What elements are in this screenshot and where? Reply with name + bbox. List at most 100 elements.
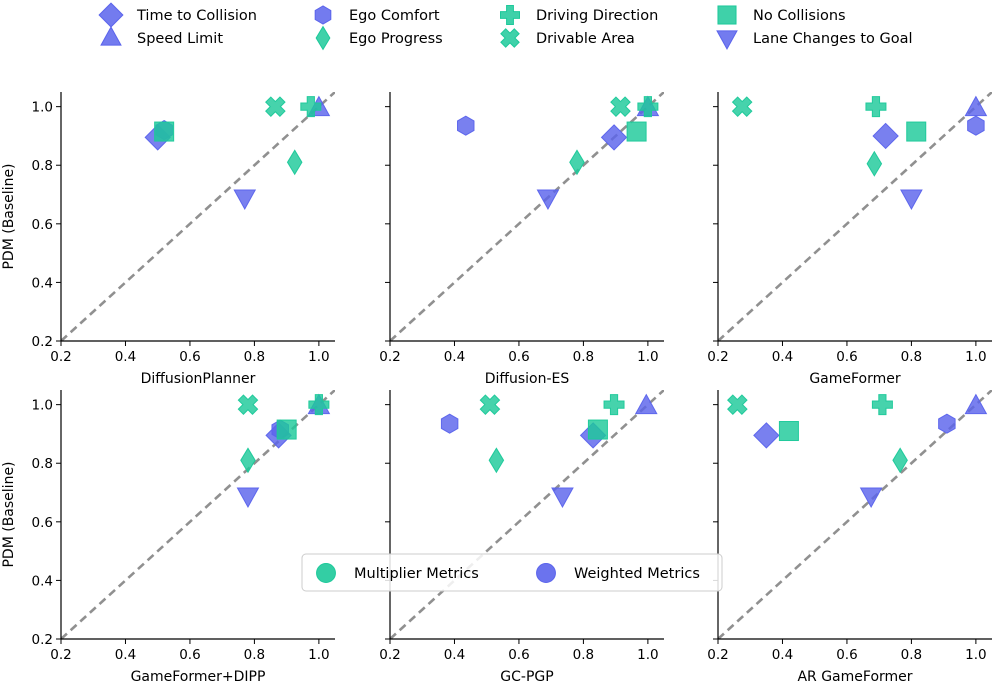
legend-item-no-collisions: No Collisions xyxy=(717,5,846,25)
point-driving-direction xyxy=(308,394,330,416)
panel-diffusion-es: 0.2 0.4 0.6 0.8 1.0 Diffusion-ES xyxy=(379,92,664,387)
y-tick-label: 0.6 xyxy=(32,217,53,233)
point-no-collisions xyxy=(778,421,799,442)
x-axis-title: GameFormer xyxy=(809,371,901,387)
point-ego-comfort xyxy=(440,413,459,434)
point-drivable-area xyxy=(727,394,748,415)
reference-line xyxy=(61,390,335,639)
point-time-to-collision xyxy=(753,422,780,449)
point-no-collisions xyxy=(906,121,927,142)
legend-item-time-to-collision: Time to Collision xyxy=(98,2,257,28)
x-tick-label: 0.6 xyxy=(179,349,200,365)
points xyxy=(236,393,331,508)
point-time-to-collision xyxy=(600,124,628,151)
legend-marker-time-to-collision xyxy=(98,2,124,28)
legend-label-driving-direction: Driving Direction xyxy=(536,8,658,24)
x-tick-label: 0.8 xyxy=(573,647,594,663)
x-tick-label: 0.6 xyxy=(836,349,857,365)
legend-marker-drivable-area xyxy=(500,28,520,48)
point-lane-changes-to-goal xyxy=(900,189,923,210)
point-driving-direction xyxy=(300,96,322,118)
x-tick-label: 0.8 xyxy=(573,349,594,365)
panel-ar-gameformer: 0.2 0.4 0.6 0.8 1.0 AR GameFormer xyxy=(707,390,992,685)
y-tick-label: 0.4 xyxy=(32,275,53,291)
point-ego-comfort xyxy=(938,413,956,434)
y-tick-label: 0.2 xyxy=(32,334,53,350)
legend-label-ego-comfort: Ego Comfort xyxy=(349,8,440,24)
x-axis-title: DiffusionPlanner xyxy=(141,371,256,387)
points xyxy=(144,95,331,210)
legend-label-no-collisions: No Collisions xyxy=(753,8,846,24)
panel-diffusionplanner: 0.20.2 0.4 0.4 0.6 0.6 0.8 0.8 1.0 1.0 DiffusionP… xyxy=(1,92,335,387)
legend-item-speed-limit: Speed Limit xyxy=(100,26,223,47)
legend-label-lane-changes-to-goal: Lane Changes to Goal xyxy=(753,31,913,47)
x-tick-label: 0.6 xyxy=(508,349,529,365)
x-tick-label: 1.0 xyxy=(637,349,658,365)
group-legend-label-weighted-metrics: Weighted Metrics xyxy=(574,566,700,582)
legend-marker-ego-comfort xyxy=(314,5,332,25)
x-tick-label: 0.4 xyxy=(115,349,136,365)
metric-legend: Time to Collision Speed Limit Ego Comfort E… xyxy=(98,2,913,51)
panel-gc-pgp: 0.2 0.4 0.6 0.8 1.0 GC-PGP xyxy=(379,390,664,685)
x-tick-label: 0.4 xyxy=(444,349,465,365)
legend-item-ego-progress: Ego Progress xyxy=(315,25,443,51)
point-ego-progress xyxy=(892,447,908,474)
x-tick-label: 0.4 xyxy=(444,647,465,663)
point-driving-direction xyxy=(637,96,659,118)
point-driving-direction xyxy=(603,394,625,416)
reference-line xyxy=(61,92,335,341)
legend-item-lane-changes-to-goal: Lane Changes to Goal xyxy=(716,30,913,50)
point-ego-progress xyxy=(866,150,883,177)
point-ego-progress xyxy=(286,149,303,176)
y-tick-label: 0.4 xyxy=(32,573,53,589)
x-tick-label: 1.0 xyxy=(965,647,986,663)
x-tick-label: 0.8 xyxy=(901,647,922,663)
point-time-to-collision xyxy=(872,122,899,150)
points xyxy=(457,95,660,210)
point-driving-direction xyxy=(871,394,893,416)
point-drivable-area xyxy=(479,394,501,415)
point-ego-progress xyxy=(569,149,585,176)
point-speed-limit xyxy=(964,393,988,415)
legend-marker-ego-progress xyxy=(315,25,331,51)
points xyxy=(440,393,658,508)
point-no-collisions xyxy=(626,121,647,142)
x-tick-label: 0.4 xyxy=(115,647,136,663)
x-tick-label: 0.2 xyxy=(50,647,71,663)
x-tick-label: 0.2 xyxy=(707,349,728,365)
point-speed-limit xyxy=(634,393,658,415)
group-legend: Multiplier Metrics Weighted Metrics xyxy=(301,553,723,592)
x-tick-label: 0.8 xyxy=(244,349,265,365)
point-drivable-area xyxy=(610,96,631,117)
group-legend-item-weighted-metrics: Weighted Metrics xyxy=(536,563,700,583)
point-no-collisions xyxy=(154,121,175,142)
group-legend-item-multiplier-metrics: Multiplier Metrics xyxy=(316,563,479,583)
points xyxy=(727,393,988,508)
x-tick-label: 1.0 xyxy=(637,647,658,663)
x-axis-title: GC-PGP xyxy=(500,669,553,685)
y-axis-title: PDM (Baseline) xyxy=(1,461,17,567)
legend-label-speed-limit: Speed Limit xyxy=(137,31,223,47)
point-ego-comfort xyxy=(967,115,985,136)
y-tick-label: 0.6 xyxy=(32,515,53,531)
point-lane-changes-to-goal xyxy=(536,189,560,210)
group-legend-marker-multiplier-metrics xyxy=(316,563,336,583)
subplot-grid: 0.2 0.2 0.4 0.4 0.6 0.6 0.8 0.8 1.0 1.0 DiffusionP… xyxy=(1,92,992,685)
x-axis-title: Diffusion-ES xyxy=(485,371,570,387)
point-lane-changes-to-goal xyxy=(233,189,257,210)
point-drivable-area xyxy=(731,96,753,117)
legend-marker-lane-changes-to-goal xyxy=(716,30,738,50)
point-driving-direction xyxy=(865,96,887,118)
x-tick-label: 0.6 xyxy=(508,647,529,663)
x-tick-label: 0.4 xyxy=(772,349,793,365)
x-tick-label: 0.8 xyxy=(244,647,265,663)
x-tick-label: 1.0 xyxy=(308,647,329,663)
point-ego-progress xyxy=(240,447,256,474)
x-tick-label: 1.0 xyxy=(965,349,986,365)
legend-item-drivable-area: Drivable Area xyxy=(500,28,635,48)
y-axis-title: PDM (Baseline) xyxy=(1,163,17,269)
x-tick-label: 0.6 xyxy=(179,647,200,663)
point-ego-comfort xyxy=(457,115,475,136)
y-tick-label: 1.0 xyxy=(32,398,53,414)
